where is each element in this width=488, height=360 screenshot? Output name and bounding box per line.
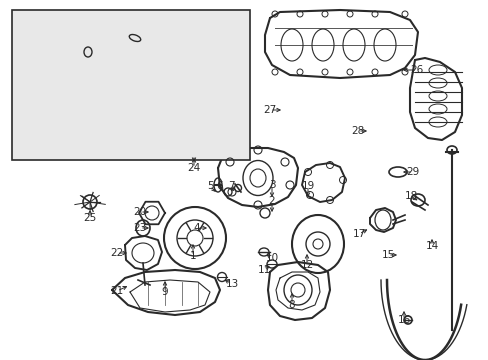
Text: 10: 10 [265, 253, 278, 263]
Text: 20: 20 [133, 207, 146, 217]
Text: 18: 18 [404, 191, 417, 201]
Text: 2: 2 [268, 196, 275, 206]
Text: 27: 27 [263, 105, 276, 115]
Text: 12: 12 [300, 260, 313, 270]
Text: 25: 25 [83, 213, 97, 223]
Text: 24: 24 [187, 163, 200, 173]
Text: 15: 15 [381, 250, 394, 260]
Text: 1: 1 [189, 251, 196, 261]
Text: 19: 19 [301, 181, 314, 191]
Text: 23: 23 [133, 223, 146, 233]
Text: 21: 21 [110, 286, 123, 296]
Text: 13: 13 [225, 279, 238, 289]
Text: 11: 11 [257, 265, 270, 275]
Text: 4: 4 [193, 223, 200, 233]
Bar [12, 10, 249, 160]
Text: 7: 7 [227, 181, 234, 191]
Text: 8: 8 [288, 300, 295, 310]
Text: 29: 29 [406, 167, 419, 177]
Text: 14: 14 [425, 241, 438, 251]
Text: 17: 17 [352, 229, 365, 239]
Text: 6: 6 [216, 181, 223, 191]
Text: 26: 26 [409, 65, 423, 75]
Text: 3: 3 [268, 180, 275, 190]
Text: 9: 9 [162, 287, 168, 297]
Text: 28: 28 [351, 126, 364, 136]
Text: 16: 16 [397, 315, 410, 325]
Text: 5: 5 [206, 181, 213, 191]
Text: 22: 22 [110, 248, 123, 258]
